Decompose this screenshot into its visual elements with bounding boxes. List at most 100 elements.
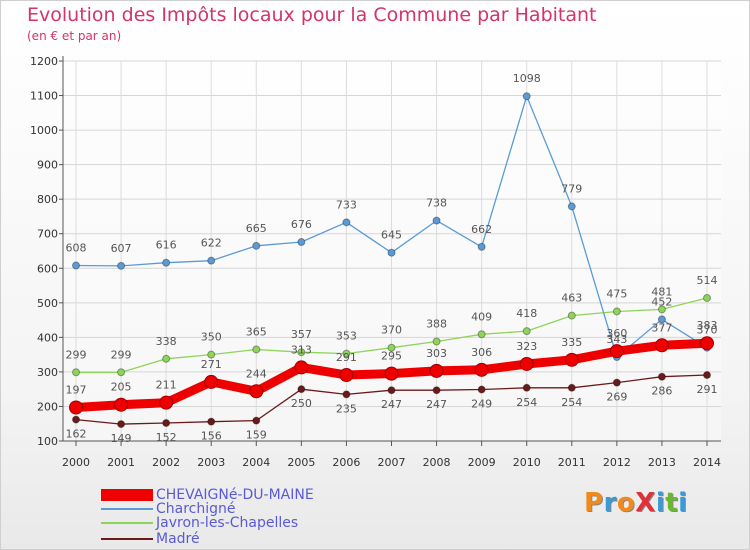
y-tick-label: 1100 [30, 90, 58, 103]
x-tick-label: 2010 [513, 456, 541, 469]
data-label: 323 [516, 340, 537, 353]
data-label: 662 [471, 223, 492, 236]
y-tick-label: 900 [37, 159, 58, 172]
data-label: 475 [606, 287, 627, 300]
logo-letter: P [584, 488, 604, 518]
data-point [522, 327, 531, 336]
data-point [567, 311, 576, 320]
data-point [429, 363, 444, 378]
x-tick-label: 2009 [468, 456, 496, 469]
data-point [252, 345, 261, 354]
data-label: 608 [66, 242, 87, 255]
data-label: 303 [426, 347, 447, 360]
y-tick-label: 1000 [30, 124, 58, 137]
x-tick-label: 2014 [693, 456, 721, 469]
legend-item-javron: Javron-les-Chapelles [101, 515, 401, 531]
data-point [72, 368, 80, 377]
data-point [162, 258, 171, 267]
data-point [384, 366, 399, 381]
data-point [339, 368, 354, 383]
data-point [342, 218, 351, 227]
x-tick-label: 2012 [603, 456, 631, 469]
data-label: 353 [336, 330, 357, 343]
data-point [612, 307, 621, 316]
legend-label-javron: Javron-les-Chapelles [156, 515, 299, 531]
legend-label-madre: Madré [156, 531, 200, 547]
data-point [297, 348, 306, 357]
data-label: 343 [606, 333, 627, 346]
data-label: 383 [697, 319, 718, 332]
data-label: 271 [201, 358, 222, 371]
data-point [477, 330, 486, 339]
x-tick-label: 2008 [423, 456, 451, 469]
logo-letter: i [655, 488, 666, 518]
chart-title: Evolution des Impôts locaux pour la Comm… [27, 4, 597, 26]
data-point [294, 360, 309, 375]
logo-letter: X [635, 488, 656, 518]
y-tick-label: 700 [37, 228, 58, 241]
x-tick-label: 2006 [332, 456, 360, 469]
legend-item-charchigne: Charchigné [101, 501, 401, 517]
legend-swatch-charchigne [101, 508, 153, 510]
data-point [117, 368, 126, 377]
data-label: 616 [156, 239, 177, 252]
data-point [249, 384, 264, 399]
data-point [567, 202, 576, 211]
data-point [564, 352, 579, 367]
data-point [162, 354, 171, 363]
data-label: 254 [561, 396, 582, 409]
data-label: 1098 [513, 72, 541, 85]
data-point [207, 256, 216, 265]
data-label: 205 [111, 381, 132, 394]
data-label: 269 [606, 391, 627, 404]
y-tick-label: 300 [37, 366, 58, 379]
data-label: 313 [291, 343, 312, 356]
data-point [432, 337, 441, 346]
data-point [657, 305, 666, 314]
data-label: 452 [651, 295, 672, 308]
data-label: 514 [697, 274, 718, 287]
legend-swatch-chevaigne [101, 489, 153, 501]
data-point [432, 216, 441, 225]
data-point [474, 362, 489, 377]
x-tick-label: 2011 [558, 456, 586, 469]
data-label: 645 [381, 229, 402, 242]
x-tick-label: 2003 [197, 456, 225, 469]
data-label: 676 [291, 218, 312, 231]
x-tick-label: 2001 [107, 456, 135, 469]
data-point [342, 390, 351, 399]
data-label: 463 [561, 292, 582, 305]
data-point [117, 261, 126, 270]
data-label: 665 [246, 222, 267, 235]
data-label: 365 [246, 325, 267, 338]
y-tick-label: 800 [37, 193, 58, 206]
data-label: 244 [246, 367, 267, 380]
data-point [162, 419, 171, 428]
logo-letter: t [665, 488, 679, 518]
legend-swatch-madre [101, 538, 153, 540]
data-label: 291 [336, 351, 357, 364]
data-point [252, 241, 261, 250]
data-label: 738 [426, 197, 447, 210]
y-tick-label: 600 [37, 262, 58, 275]
data-label: 370 [381, 324, 402, 337]
data-point [519, 356, 534, 371]
data-label: 254 [516, 396, 537, 409]
y-tick-label: 1200 [30, 55, 58, 68]
x-tick-label: 2007 [378, 456, 406, 469]
data-point [654, 338, 669, 353]
y-tick-label: 500 [37, 297, 58, 310]
data-point [252, 416, 261, 425]
proxiti-logo: ProXiti [584, 488, 688, 518]
data-label: 250 [291, 397, 312, 410]
data-label: 409 [471, 310, 492, 323]
data-point [477, 385, 486, 394]
data-label: 247 [426, 398, 447, 411]
data-label: 249 [471, 398, 492, 411]
data-point [387, 386, 396, 395]
legend-swatch-javron [101, 522, 153, 524]
data-point [72, 415, 80, 424]
data-point [72, 261, 80, 270]
data-label: 299 [111, 348, 132, 361]
